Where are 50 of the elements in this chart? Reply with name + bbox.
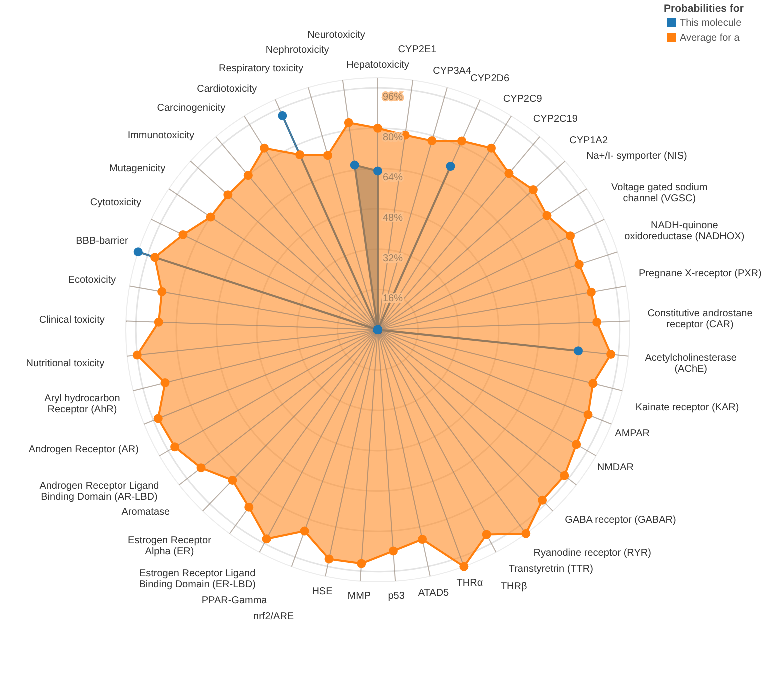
spoke-label: CYP2E1 <box>398 44 438 56</box>
spoke-label: Nutritional toxicity <box>26 358 105 370</box>
spoke-label: Nephrotoxicity <box>266 45 330 56</box>
spoke-label: Androgen Receptor (AR) <box>28 444 139 456</box>
spoke-label: THRα <box>456 578 484 590</box>
spoke-label: Estrogen Receptor Ligand Binding Domain (ER-LBD) <box>139 568 256 590</box>
spoke-label: CYP3A4 <box>433 66 472 78</box>
spoke-label: Constitutive androstane receptor (CAR) <box>648 308 754 331</box>
spoke-label: Pregnane X-receptor (PXR) <box>639 268 762 280</box>
spoke-label: Transtyretrin (TTR) <box>508 564 594 575</box>
legend-label: This molecule <box>680 18 742 29</box>
spoke-label: HSE <box>312 586 334 598</box>
spoke-label: CYP2D6 <box>470 74 510 85</box>
legend-title: Probabilities for <box>664 3 744 15</box>
y-tick-label: 96% <box>383 92 404 104</box>
spoke-label: Clinical toxicity <box>39 314 105 326</box>
spoke-label: Ryanodine receptor (RYR) <box>534 548 652 559</box>
legend-label: Average for a <box>680 33 740 44</box>
spoke-label: NMDAR <box>597 462 634 474</box>
spoke-label: Aryl hydrocarbon Receptor (AhR) <box>44 394 120 416</box>
spoke-label: Acetylcholinesterase (AChE) <box>645 352 738 375</box>
spoke-label: Androgen Receptor Ligand Binding Domain (AR-LBD) <box>40 480 160 503</box>
spoke-label: Carcinogenicity <box>157 103 226 114</box>
spoke-label: Na+/I- symporter (NIS) <box>586 150 688 162</box>
spoke-label: nrf2/ARE <box>254 612 294 623</box>
spoke-label: CYP1A2 <box>570 136 608 147</box>
spoke-label: Respiratory toxicity <box>219 63 304 74</box>
spoke-label: Mutagenicity <box>110 163 166 174</box>
spoke-label: MMP <box>348 590 372 602</box>
spoke-label: NADH-quinone oxidoreductase (NADHOX) <box>624 220 745 242</box>
spoke-label: CYP2C19 <box>533 114 578 125</box>
spoke-label: Neurotoxicity <box>308 30 366 42</box>
spoke-label: Cardiotoxicity <box>197 84 258 96</box>
y-tick-label: 80% <box>383 132 404 144</box>
spoke-label: Hepatotoxicity <box>346 60 410 71</box>
spoke-label: BBB-barrier <box>76 236 130 247</box>
spoke-label: p53 <box>388 590 406 602</box>
spoke-label: Kainate receptor (KAR) <box>636 402 740 414</box>
spoke-label: Ecotoxicity <box>68 275 116 286</box>
spoke-label: THRβ <box>500 581 528 592</box>
spoke-label: ATAD5 <box>418 588 450 599</box>
spoke-label: Estrogen Receptor Alpha (ER) <box>128 536 212 558</box>
spoke-label: CYP2C9 <box>503 94 543 105</box>
spoke-label: GABA receptor (GABAR) <box>565 515 676 526</box>
spoke-label: Voltage gated sodium channel (VGSC) <box>612 182 708 205</box>
spoke-label: AMPAR <box>615 428 650 440</box>
spoke-label: PPAR-Gamma <box>202 595 268 606</box>
spoke-label: Immunotoxicity <box>128 130 195 142</box>
spoke-label: Cytotoxicity <box>90 198 142 209</box>
spoke-label: Aromatase <box>122 506 171 518</box>
